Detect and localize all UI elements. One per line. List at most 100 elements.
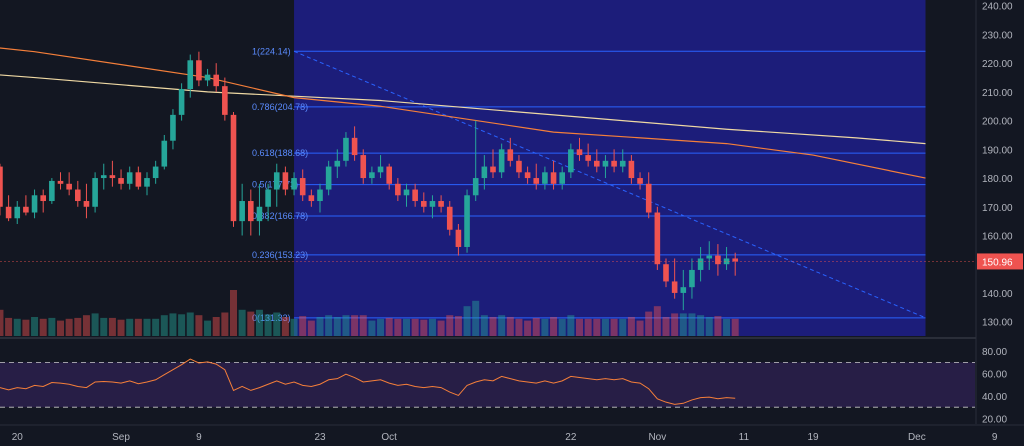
candle-body bbox=[619, 160, 626, 167]
candle-body bbox=[697, 258, 704, 270]
volume-bar bbox=[307, 320, 315, 336]
candle-body bbox=[421, 201, 427, 207]
candle-body bbox=[594, 160, 600, 167]
candle-body bbox=[438, 201, 444, 207]
candle-body bbox=[507, 149, 514, 161]
candle-body bbox=[57, 180, 64, 184]
price-tick-label: 190.00 bbox=[982, 145, 1013, 156]
candle-body bbox=[516, 160, 522, 173]
candle-body bbox=[325, 166, 332, 190]
candle-body bbox=[446, 206, 453, 230]
fib-level-label: 0.236(153.23) bbox=[252, 250, 308, 260]
volume-bar bbox=[351, 315, 359, 336]
candle-body bbox=[602, 160, 609, 167]
rsi-line bbox=[0, 358, 736, 405]
volume-bar bbox=[463, 306, 471, 336]
volume-bar bbox=[428, 318, 436, 336]
time-tick-label: 19 bbox=[807, 432, 819, 443]
volume-bar bbox=[524, 320, 532, 336]
volume-bar bbox=[567, 315, 575, 336]
fib-level-label: 1(224.14) bbox=[252, 46, 291, 56]
candle-body bbox=[126, 172, 133, 184]
last-price-badge bbox=[977, 253, 1023, 270]
volume-bar bbox=[584, 318, 592, 336]
price-tick-label: 240.00 bbox=[982, 2, 1013, 13]
candle-body bbox=[273, 172, 280, 190]
volume-bar bbox=[506, 317, 514, 336]
time-tick-label: 23 bbox=[314, 432, 326, 443]
volume-bar bbox=[368, 320, 376, 336]
volume-bar bbox=[359, 315, 367, 336]
rsi-tick-label: 60.00 bbox=[982, 370, 1007, 381]
volume-bar bbox=[65, 318, 73, 336]
volume-bar bbox=[100, 317, 108, 336]
volume-bar bbox=[108, 317, 116, 336]
volume-bar bbox=[333, 317, 341, 336]
volume-bar bbox=[281, 317, 289, 336]
candle-body bbox=[671, 281, 678, 293]
price-pane: 1(224.14)0.786(204.78)0.618(188.68)0.5(1… bbox=[0, 0, 1024, 339]
candle-body bbox=[706, 255, 713, 259]
price-axis: 240.00 230.00 220.00 210.00 200.00 190.00 180.… bbox=[975, 0, 1024, 446]
volume-bar bbox=[697, 315, 705, 336]
volume-bar bbox=[619, 318, 627, 336]
volume-bar bbox=[316, 317, 324, 336]
volume-bar bbox=[411, 318, 419, 336]
volume-bar bbox=[498, 315, 506, 336]
volume-bar bbox=[204, 320, 212, 336]
volume-bar bbox=[169, 313, 177, 336]
candle-body bbox=[317, 189, 323, 202]
volume-bar bbox=[91, 313, 99, 336]
candle-body bbox=[239, 201, 245, 222]
time-tick-label: 20 bbox=[12, 432, 24, 443]
price-tick-label: 210.00 bbox=[982, 88, 1013, 99]
candle-body bbox=[611, 160, 617, 167]
candle-body bbox=[161, 140, 168, 167]
time-axis: 20 Sep 9 23 Oct 22 Nov 11 19 Dec 9 bbox=[0, 424, 1024, 446]
candle-body bbox=[351, 137, 358, 156]
candle-body bbox=[109, 175, 116, 179]
volume-bar bbox=[679, 313, 687, 336]
candle-body bbox=[524, 172, 531, 179]
volume-bar bbox=[515, 318, 523, 336]
volume-bar bbox=[403, 318, 410, 336]
candle-body bbox=[585, 155, 591, 161]
volume-bar bbox=[489, 317, 497, 336]
time-axis-background bbox=[0, 425, 1024, 446]
volume-bar bbox=[714, 316, 722, 336]
volume-bar bbox=[186, 312, 194, 336]
candle-body bbox=[490, 166, 496, 173]
candle-body bbox=[412, 189, 418, 202]
candle-body bbox=[568, 149, 574, 173]
rsi-tick-label: 80.00 bbox=[982, 347, 1007, 358]
volume-bar bbox=[593, 318, 601, 336]
candle-body bbox=[334, 160, 341, 167]
candle-body bbox=[0, 166, 3, 207]
volume-bar bbox=[152, 318, 160, 336]
candle-body bbox=[66, 183, 72, 190]
volume-bar bbox=[230, 290, 237, 336]
candle-body bbox=[222, 86, 228, 115]
candle-body bbox=[654, 212, 661, 265]
candle-body bbox=[386, 166, 392, 184]
volume-bar bbox=[247, 311, 255, 336]
candle-body bbox=[377, 166, 384, 173]
candle-body bbox=[680, 287, 687, 293]
price-tick-label: 170.00 bbox=[982, 203, 1013, 214]
volume-bar bbox=[394, 318, 402, 336]
candle-body bbox=[135, 172, 142, 187]
volume-bar bbox=[255, 309, 263, 336]
candle-body bbox=[498, 149, 505, 173]
volume-bar bbox=[550, 317, 558, 336]
candle-body bbox=[40, 195, 46, 202]
volume-bar bbox=[723, 318, 731, 336]
volume-bar bbox=[299, 316, 307, 336]
volume-bar bbox=[264, 314, 272, 336]
price-tick-label: 230.00 bbox=[982, 30, 1013, 41]
volume-bar bbox=[117, 319, 125, 336]
fib-level-label: 0.618(188.68) bbox=[252, 148, 308, 158]
volume-bar bbox=[558, 318, 566, 336]
volume-bar bbox=[420, 319, 428, 336]
candle-body bbox=[23, 206, 29, 213]
